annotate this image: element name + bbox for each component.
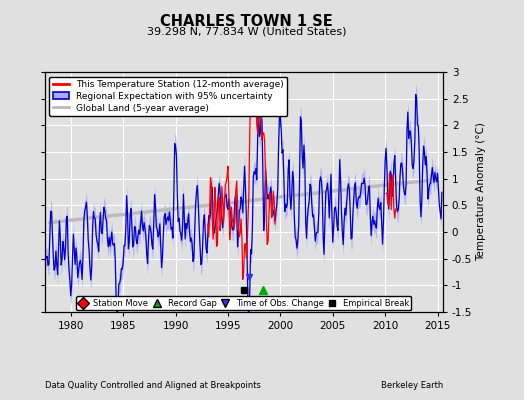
Text: CHARLES TOWN 1 SE: CHARLES TOWN 1 SE — [160, 14, 333, 29]
Text: 39.298 N, 77.834 W (United States): 39.298 N, 77.834 W (United States) — [147, 26, 346, 36]
Text: Berkeley Earth: Berkeley Earth — [380, 381, 443, 390]
Legend: Station Move, Record Gap, Time of Obs. Change, Empirical Break: Station Move, Record Gap, Time of Obs. C… — [76, 296, 411, 310]
Text: Data Quality Controlled and Aligned at Breakpoints: Data Quality Controlled and Aligned at B… — [45, 381, 260, 390]
Y-axis label: Temperature Anomaly (°C): Temperature Anomaly (°C) — [476, 122, 486, 262]
